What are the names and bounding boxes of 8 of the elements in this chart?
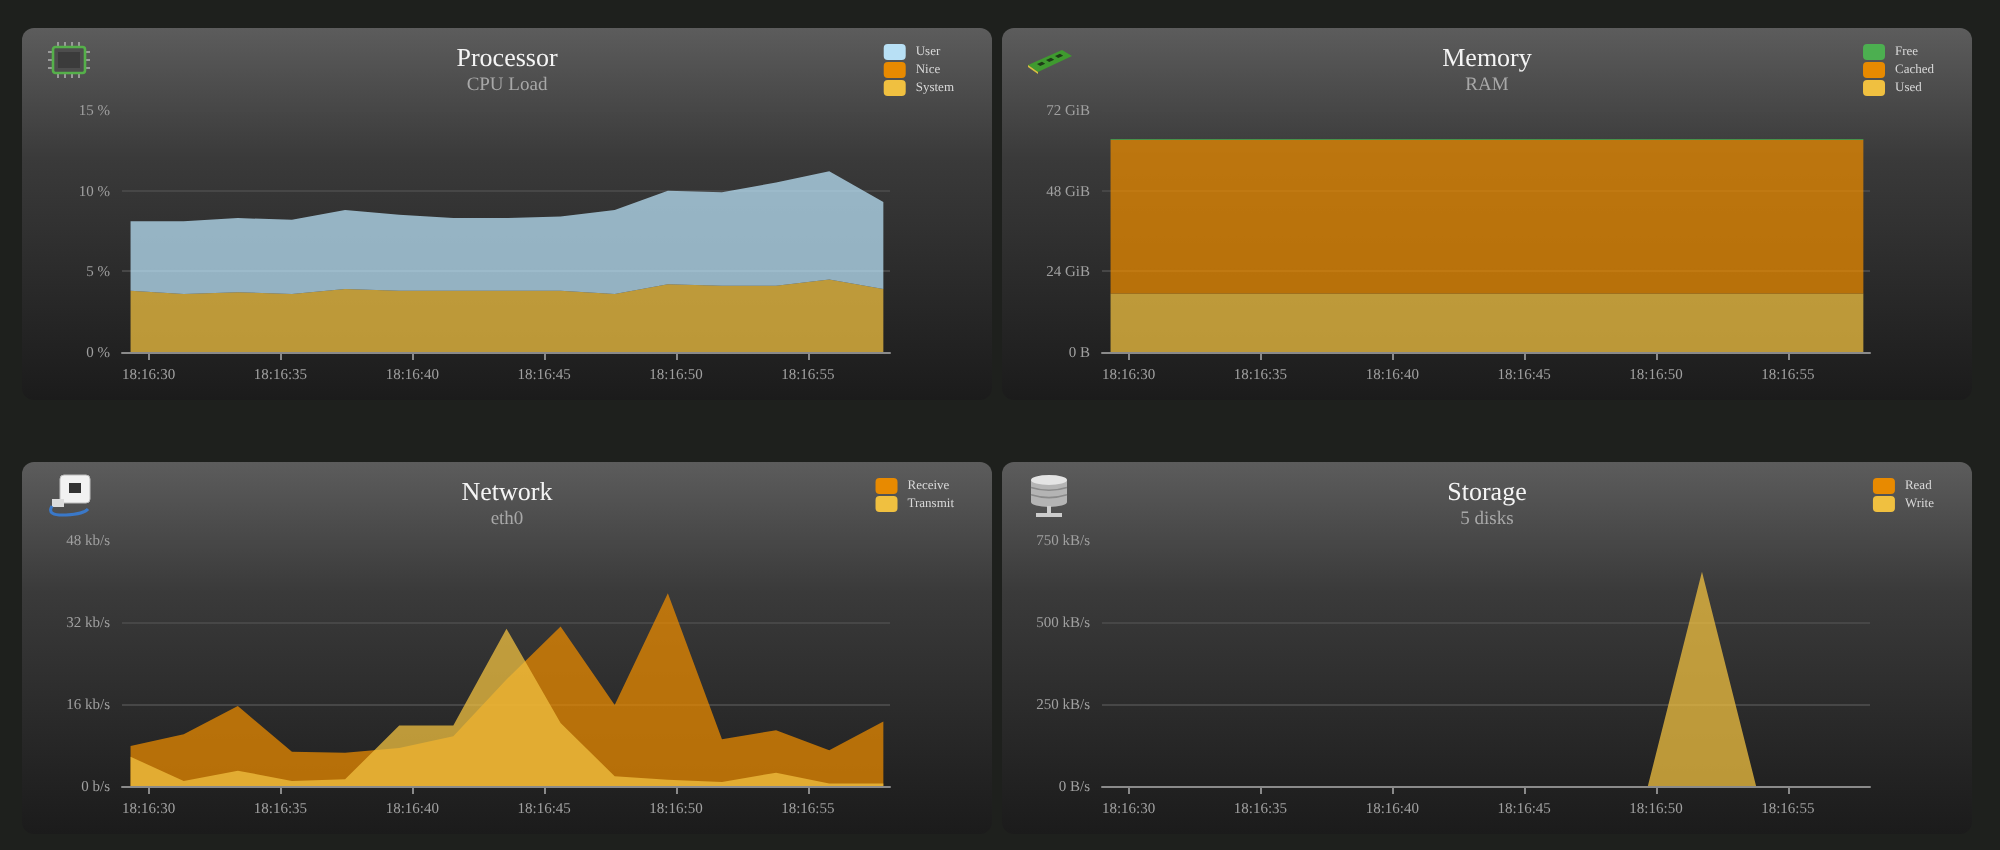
- chart-subtitle: 5 disks: [1460, 510, 1515, 530]
- chart-title: Network: [461, 476, 554, 506]
- chart-subtitle: RAM: [1465, 76, 1510, 96]
- chart-subtitle: eth0: [490, 510, 524, 530]
- chart-title: Processor: [456, 42, 559, 72]
- chart-title: Memory: [1442, 42, 1533, 72]
- chart-subtitle: CPU Load: [466, 76, 548, 96]
- chart-title: Storage: [1447, 476, 1528, 506]
